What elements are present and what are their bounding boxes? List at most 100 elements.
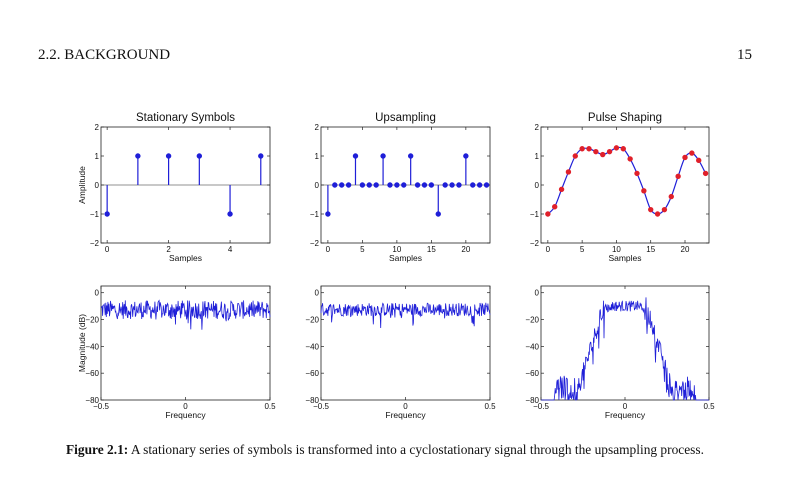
x-tick-label: −0.5 — [313, 402, 329, 411]
series-marker — [702, 170, 709, 177]
spectrum-trace — [320, 302, 491, 329]
x-tick-label: 4 — [228, 245, 233, 254]
stem-marker — [196, 153, 203, 159]
series-marker — [654, 211, 661, 217]
stem-marker — [476, 182, 483, 188]
stem-marker — [258, 153, 264, 159]
stem-marker — [442, 182, 448, 188]
chart-title: Stationary Symbols — [136, 112, 235, 124]
y-tick-label: −60 — [525, 369, 539, 378]
x-tick-label: 0 — [403, 402, 408, 411]
series-marker — [675, 173, 681, 180]
caption-label: Figure 2.1: — [66, 442, 129, 457]
x-tick-label: 0 — [546, 245, 551, 254]
series-marker — [634, 170, 640, 177]
x-tick-label: 0 — [623, 402, 628, 411]
stem-marker — [414, 182, 421, 188]
y-tick-label: 1 — [95, 152, 100, 161]
stem-marker — [380, 153, 386, 159]
series-marker — [572, 153, 578, 159]
series-marker — [579, 146, 585, 152]
stem-marker — [407, 153, 414, 159]
stem-marker — [463, 153, 469, 159]
stem-marker — [338, 182, 345, 188]
stem-marker — [165, 153, 172, 159]
series-marker — [545, 211, 551, 217]
stem-marker — [227, 211, 233, 217]
y-tick-label: 2 — [315, 123, 320, 132]
series-marker — [552, 204, 558, 210]
x-axis-label: Samples — [608, 253, 641, 263]
plot-frame — [540, 285, 710, 401]
x-tick-label: −0.5 — [93, 402, 109, 411]
series-marker — [565, 169, 572, 175]
x-axis-label: Frequency — [605, 410, 646, 420]
series-marker — [682, 154, 688, 161]
series-marker — [620, 146, 626, 152]
x-axis-label: Samples — [389, 253, 422, 263]
y-tick-label: 2 — [535, 123, 540, 132]
stem-marker — [366, 182, 372, 188]
y-tick-label: −1 — [90, 210, 100, 219]
stem-marker — [456, 182, 462, 188]
y-tick-label: −40 — [85, 342, 99, 351]
stem-marker — [421, 182, 428, 188]
chart-panel-5: −80 −60 −40 −20 0 −0.5 0 0.5 Frequency — [305, 285, 496, 420]
chart-panel-6: −80 −60 −40 −20 0 −0.5 0 0.5 Frequency — [525, 285, 715, 420]
plot-frame — [540, 126, 710, 244]
y-tick-label: −80 — [305, 396, 319, 405]
series-marker — [641, 188, 647, 194]
x-tick-label: 0 — [183, 402, 188, 411]
x-tick-label: 0 — [326, 245, 331, 254]
x-tick-label: 10 — [612, 245, 621, 254]
x-tick-label: 15 — [646, 245, 655, 254]
chart-panel-4: −80 −60 −40 −20 0 −0.5 0 0.5 Frequency Magnitude … — [77, 285, 276, 420]
x-tick-label: 0.5 — [703, 402, 715, 411]
y-tick-label: −80 — [525, 396, 539, 405]
y-tick-label: −2 — [530, 239, 540, 248]
x-tick-label: 5 — [360, 245, 365, 254]
series-marker — [648, 206, 654, 213]
y-tick-label: 0 — [315, 289, 320, 298]
x-tick-label: 2 — [166, 245, 171, 254]
plot-frame — [320, 285, 491, 401]
stem-marker — [428, 182, 435, 188]
x-axis-label: Frequency — [385, 410, 426, 420]
x-tick-label: 20 — [461, 245, 470, 254]
y-tick-label: 0 — [95, 181, 100, 190]
plot-frame — [100, 285, 271, 401]
stem-marker — [373, 182, 379, 188]
stem-marker — [387, 182, 393, 188]
y-tick-label: −1 — [310, 210, 320, 219]
stem-marker — [435, 211, 441, 217]
chart-title: Upsampling — [375, 112, 436, 124]
running-head: 2.2. BACKGROUND 15 — [38, 47, 752, 67]
figure-caption: Figure 2.1: A stationary series of symbo… — [66, 441, 734, 458]
y-tick-label: −20 — [305, 316, 319, 325]
x-tick-label: 0 — [105, 245, 110, 254]
y-axis-label: Magnitude (dB) — [77, 314, 87, 372]
x-tick-label: 0.5 — [484, 402, 496, 411]
y-tick-label: −20 — [85, 316, 99, 325]
stem-marker — [449, 182, 455, 188]
spectrum-trace — [100, 299, 271, 330]
stem-marker — [104, 211, 110, 217]
y-tick-label: −60 — [85, 369, 99, 378]
stem-marker — [394, 182, 400, 188]
section-heading: 2.2. BACKGROUND — [38, 47, 171, 63]
stem-marker — [352, 153, 359, 159]
y-tick-label: 0 — [95, 289, 100, 298]
series-marker — [668, 193, 674, 200]
page-number: 15 — [737, 47, 752, 63]
y-axis-label: Amplitude — [77, 166, 87, 204]
x-tick-label: −0.5 — [533, 402, 549, 411]
y-tick-label: −80 — [85, 396, 99, 405]
x-tick-label: 0.5 — [264, 402, 276, 411]
series-marker — [606, 148, 613, 155]
series-marker — [600, 151, 606, 158]
y-tick-label: −40 — [305, 342, 319, 351]
chart-panel-1: −2 −1 0 1 2 0 2 4 Stationary Symbols Samples Ampli… — [77, 112, 271, 263]
